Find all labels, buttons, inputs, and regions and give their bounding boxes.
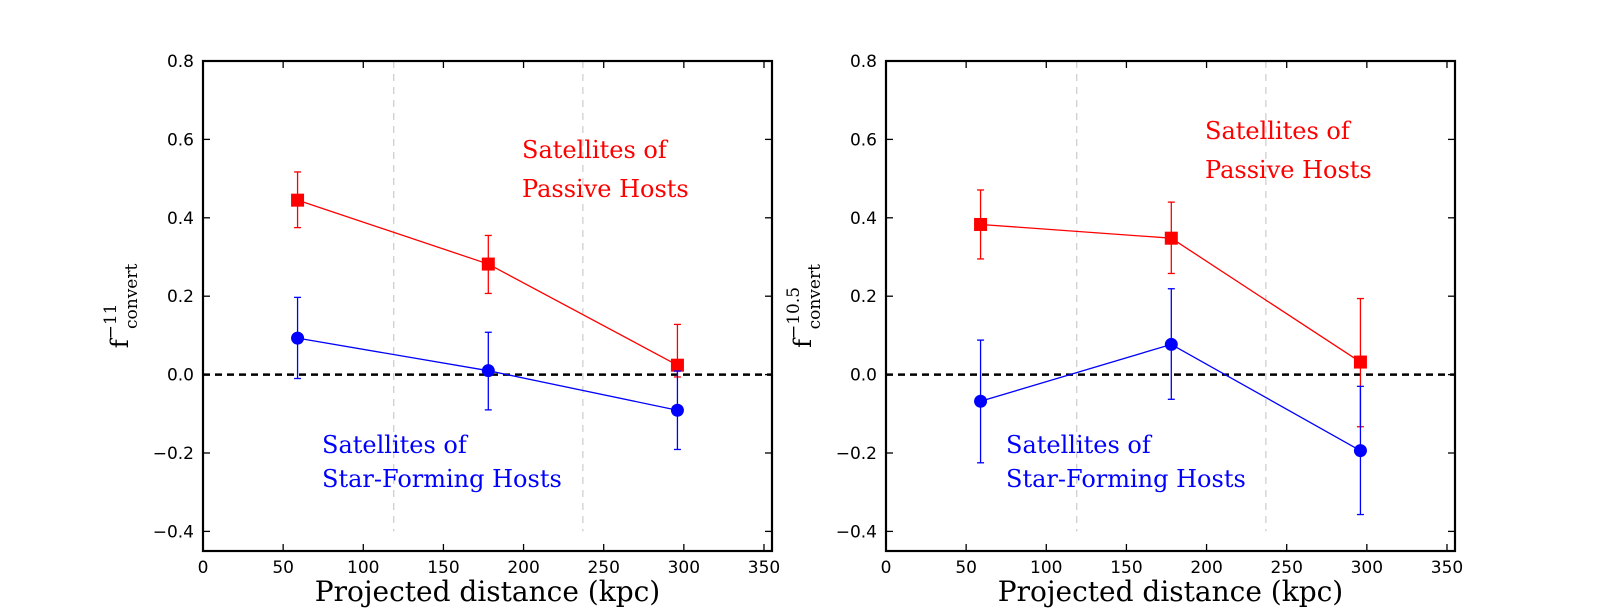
y-tick-label: 0.0 [850,366,877,386]
chart-panel-2: 0 50 100 150 200 250 300 350 −0.4 −0.2 0.0 0.2 0.4 0.… [784,52,1463,608]
x-tick-label: 100 [347,558,379,578]
y-axis-label-base: f [106,337,134,348]
y-tick-label: −0.4 [153,522,194,542]
data-point-square [1164,231,1178,245]
y-axis-label-superscript: −10.5 [784,287,804,339]
annotation-passive-hosts: Satellites of [522,136,669,164]
y-axis-label-superscript: −11 [101,304,121,340]
x-tick-label: 50 [272,558,294,578]
data-point-square [1353,355,1367,369]
annotation-passive-hosts: Satellites of [1205,117,1352,145]
x-tick-label: 350 [1431,558,1463,578]
y-tick-label: 0.2 [850,287,877,307]
x-axis-label: Projected distance (kpc) [998,575,1343,608]
chart-panel-1: 0 50 100 150 200 250 300 350 −0.4 −0.2 0.0 0.2 0.4 0.… [101,52,780,608]
y-tick-label: 0.8 [167,52,194,72]
data-point-circle [1353,444,1367,458]
y-tick-label: 0.0 [167,366,194,386]
data-point-square [670,358,684,372]
y-tick-label: 0.2 [167,287,194,307]
series-passive-hosts [291,171,684,378]
y-tick-label: −0.4 [836,522,877,542]
x-tick-label: 100 [1030,558,1062,578]
x-tick-label: 300 [1351,558,1383,578]
x-tick-label: 0 [881,558,892,578]
data-point-circle [481,364,495,378]
series-passive-hosts [974,189,1367,428]
y-tick-label: 0.4 [167,209,194,229]
x-tick-label: 250 [1270,558,1302,578]
x-tick-label: 200 [1190,558,1222,578]
series-star-forming-hosts [291,296,684,451]
y-axis-label-subscript: convert [122,264,142,329]
x-tick-label: 350 [748,558,780,578]
plot-frame [884,59,1457,553]
x-tick-label: 150 [427,558,459,578]
plot-frame [201,59,774,553]
y-tick-label: 0.4 [850,209,877,229]
data-point-circle [670,403,684,417]
y-axis-label-base: f [789,337,817,348]
series-line [297,199,678,366]
annotation-star-forming-hosts: Star-Forming Hosts [322,465,562,493]
y-tick-label: 0.6 [167,130,194,150]
x-tick-label: 150 [1110,558,1142,578]
data-point-square [974,217,988,231]
x-tick-label: 0 [198,558,209,578]
y-tick-label: 0.8 [850,52,877,72]
x-tick-label: 300 [668,558,700,578]
x-axis-label: Projected distance (kpc) [315,575,660,608]
annotation-star-forming-hosts: Star-Forming Hosts [1006,465,1246,493]
annotation-star-forming-hosts: Satellites of [1006,431,1153,459]
y-tick-label: −0.2 [836,444,877,464]
data-point-circle [1164,337,1178,351]
x-tick-label: 200 [507,558,539,578]
y-axis-label: f−11convert [101,264,142,349]
y-axis-label: f−10.5convert [784,264,825,348]
annotation-passive-hosts: Passive Hosts [1205,156,1372,184]
x-tick-label: 50 [955,558,977,578]
annotation-star-forming-hosts: Satellites of [322,431,469,459]
annotation-passive-hosts: Passive Hosts [522,175,689,203]
data-point-square [481,257,495,271]
series-star-forming-hosts [974,288,1367,516]
x-tick-label: 250 [587,558,619,578]
data-point-circle [291,331,305,345]
y-axis-label-subscript: convert [805,264,825,329]
y-tick-label: −0.2 [153,444,194,464]
data-point-square [291,193,305,207]
data-point-circle [974,394,988,408]
y-tick-label: 0.6 [850,130,877,150]
